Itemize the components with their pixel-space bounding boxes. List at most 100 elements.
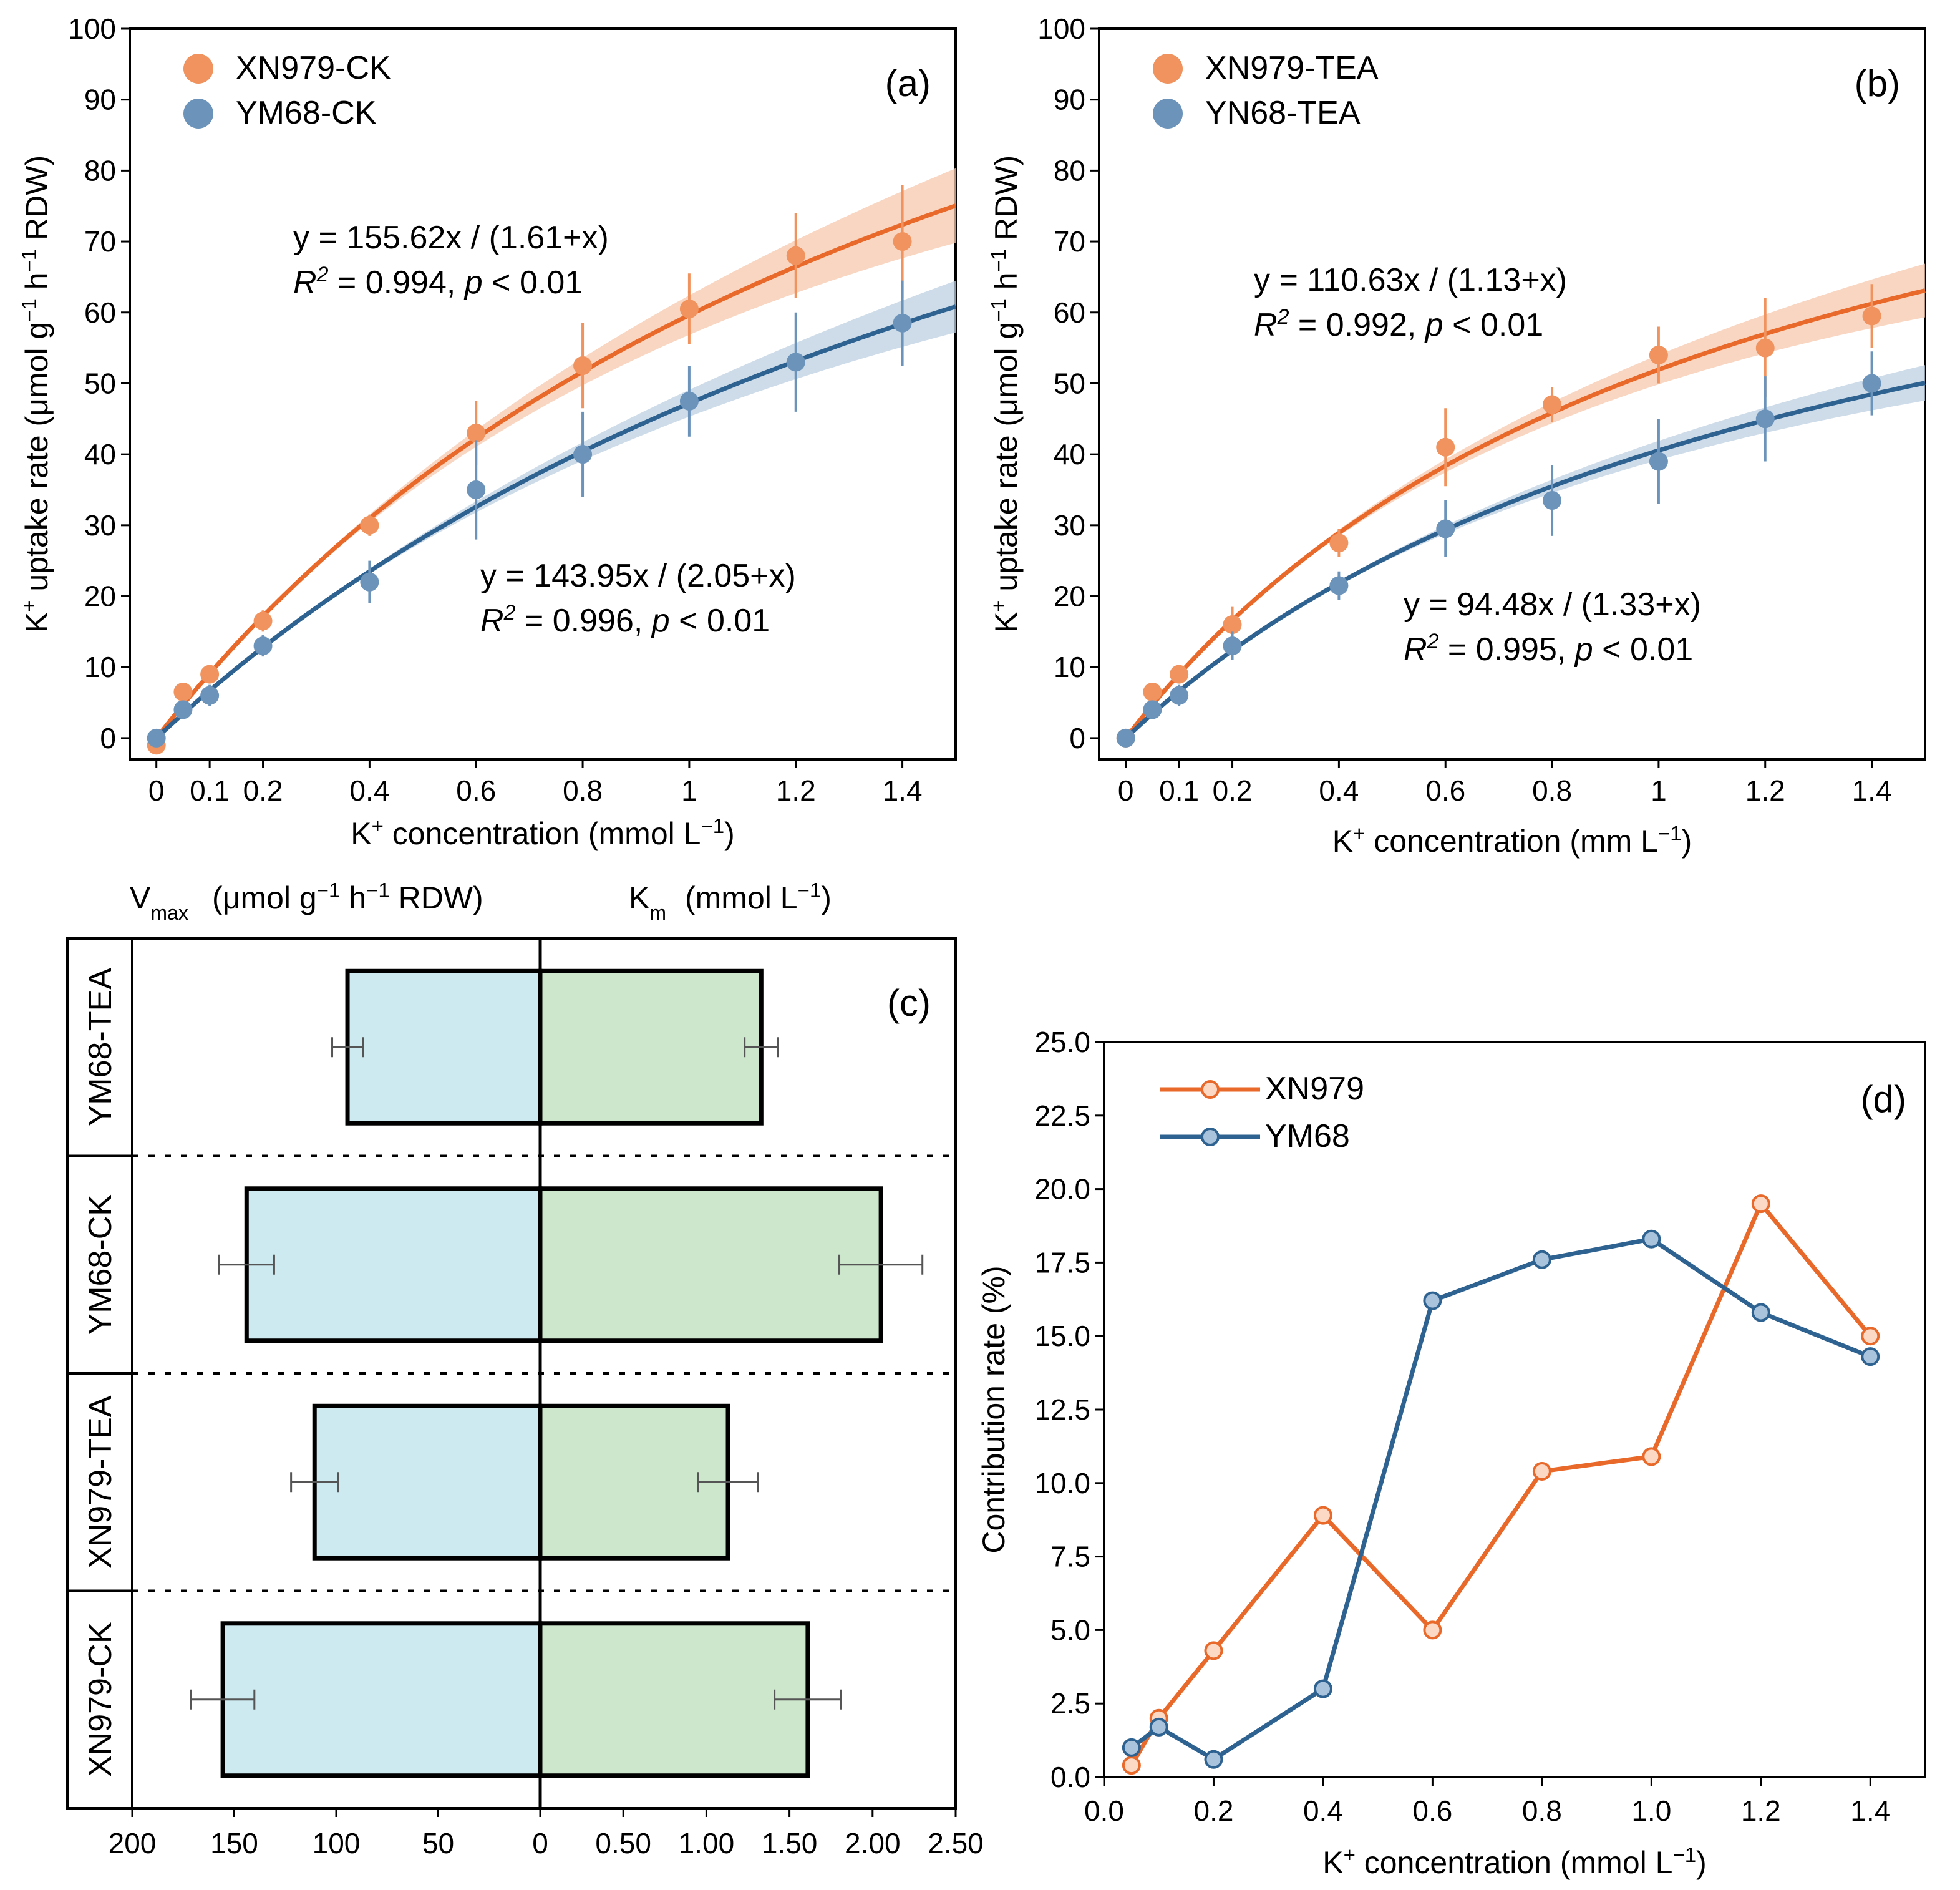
d-data-point <box>1204 1750 1223 1769</box>
a-y-tick-label: 30 <box>84 509 116 542</box>
b-data-point <box>1436 519 1455 538</box>
c-row-label: XN979-CK <box>82 1622 119 1777</box>
b-data-point <box>1649 452 1668 471</box>
c-panel-label: (c) <box>887 982 931 1024</box>
b-y-tick-label: 60 <box>1054 296 1085 329</box>
c-km-bar <box>538 1186 883 1343</box>
b-data-point <box>1170 686 1189 705</box>
d-legend-label-1: YM68 <box>1265 1118 1350 1154</box>
d-legend-marker-0 <box>1201 1080 1220 1099</box>
b-data-point <box>1649 345 1668 364</box>
a-data-point <box>360 572 379 592</box>
d-data-point <box>1532 1461 1551 1481</box>
a-x-tick-label: 0 <box>148 774 165 807</box>
b-x-tick-label: 1.2 <box>1745 774 1785 807</box>
b-data-point <box>1436 437 1455 457</box>
b-x-tick-label: 1 <box>1651 774 1667 807</box>
b-series1-r2-text: R2 = 0.995, p < 0.01 <box>1404 630 1693 668</box>
d-y-tick-label: 22.5 <box>1034 1099 1090 1132</box>
b-y-tick-label: 50 <box>1054 367 1085 399</box>
c-km-tick-label: 1.00 <box>679 1827 735 1859</box>
a-data-point <box>573 356 593 376</box>
c-vmax-bar <box>345 968 543 1126</box>
a-x-tick-label: 0.2 <box>243 774 283 807</box>
panel-d-contribution-rate: 0.0 0.2 0.4 0.6 0.8 1.0 1.2 1.4 0.0 2.5 5.0 7.5 10.0… <box>976 1026 1926 1881</box>
d-plot-frame <box>1103 1041 1926 1778</box>
b-x-tick-label: 0.1 <box>1159 774 1199 807</box>
b-data-point <box>1223 615 1242 634</box>
a-x-tick-label: 0.1 <box>190 774 230 807</box>
a-y-tick-label: 40 <box>84 438 116 470</box>
a-data-point <box>573 445 593 464</box>
a-data-point <box>253 611 273 631</box>
a-y-tick-label: 60 <box>84 296 116 329</box>
b-x-tick-label: 0.6 <box>1425 774 1465 807</box>
b-data-point <box>1329 576 1349 595</box>
d-data-point <box>1751 1194 1770 1214</box>
d-data-point <box>1751 1303 1770 1322</box>
b-fit-curve-1 <box>1124 381 1926 740</box>
d-data-point <box>1423 1291 1442 1310</box>
c-vmax-tick-label: 150 <box>210 1827 258 1859</box>
a-x-tick-label: 0.8 <box>563 774 603 807</box>
b-data-point <box>1543 395 1562 414</box>
a-y-tick-label: 20 <box>84 580 116 613</box>
b-x-axis-label: K+ concentration (mm L−1) <box>1332 822 1692 859</box>
a-data-point <box>467 424 486 443</box>
d-panel-label: (d) <box>1861 1078 1906 1120</box>
c-row-label: YM68-TEA <box>82 968 119 1127</box>
b-legend-marker-1 <box>1153 99 1183 129</box>
c-vmax-tick-label: 50 <box>422 1827 454 1859</box>
d-series-line-0 <box>1129 1199 1872 1766</box>
panel-a-uptake-ck: 0 0.1 0.2 0.4 0.6 0.8 1 1.2 1.4 0 10 20 30 40 50 60 70 80… <box>17 12 957 851</box>
c-km-tick-label: 1.50 <box>762 1827 818 1859</box>
b-y-tick-label: 90 <box>1054 84 1085 116</box>
a-x-tick-label: 1.4 <box>883 774 923 807</box>
d-y-tick-label: 2.5 <box>1050 1687 1090 1720</box>
a-data-point <box>893 313 912 333</box>
a-y-tick-label: 80 <box>84 154 116 187</box>
d-x-tick-label: 0.2 <box>1193 1795 1233 1827</box>
d-x-tick-label: 1.2 <box>1741 1795 1781 1827</box>
a-panel-label: (a) <box>885 62 931 104</box>
a-x-tick-label: 0.6 <box>456 774 496 807</box>
a-y-tick-label: 90 <box>84 84 116 116</box>
d-x-axis-label: K+ concentration (mmol L−1) <box>1322 1843 1706 1881</box>
a-plot-frame <box>129 27 957 761</box>
a-y-tick-label: 50 <box>84 367 116 399</box>
c-km-bar <box>538 968 764 1126</box>
c-vmax-title-units: (μmol g−1 h−1 RDW) <box>212 879 483 916</box>
c-row-label: YM68-CK <box>82 1194 119 1335</box>
a-legend-marker-0 <box>183 54 213 84</box>
d-data-point <box>1149 1717 1168 1737</box>
d-data-point <box>1204 1641 1223 1660</box>
d-y-tick-label: 0.0 <box>1050 1761 1090 1793</box>
b-x-tick-label: 0.4 <box>1319 774 1359 807</box>
a-data-point <box>173 700 193 719</box>
a-confidence-band-1 <box>156 280 956 738</box>
a-data-point <box>786 353 805 372</box>
c-vmax-tick-label: 100 <box>313 1827 361 1859</box>
b-x-tick-label: 1.4 <box>1852 774 1892 807</box>
b-data-point <box>1143 682 1162 701</box>
a-y-axis-label: K+ uptake rate (μmol g−1 h−1 RDW) <box>17 155 55 633</box>
b-x-tick-label: 0 <box>1118 774 1134 807</box>
d-data-point <box>1642 1447 1661 1466</box>
d-data-point <box>1122 1738 1141 1757</box>
b-x-tick-label: 0.8 <box>1532 774 1572 807</box>
b-x-tick-label: 0.2 <box>1213 774 1253 807</box>
d-y-tick-label: 25.0 <box>1034 1026 1090 1058</box>
a-data-point <box>253 636 273 656</box>
b-data-point <box>1755 409 1775 429</box>
c-km-tick-label: 2.50 <box>928 1827 984 1859</box>
d-data-point <box>1313 1506 1332 1525</box>
a-data-point <box>679 300 699 319</box>
c-vmax-tick-label: 0 <box>532 1827 548 1859</box>
a-legend-marker-1 <box>183 99 213 129</box>
d-x-tick-label: 0.8 <box>1522 1795 1562 1827</box>
c-vmax-title: Vmax <box>130 880 188 924</box>
d-legend-marker-1 <box>1201 1128 1220 1146</box>
a-series1-r2-text: R2 = 0.996, p < 0.01 <box>480 601 770 639</box>
b-legend-label-1: YN68-TEA <box>1205 95 1361 131</box>
d-data-point <box>1861 1347 1880 1366</box>
